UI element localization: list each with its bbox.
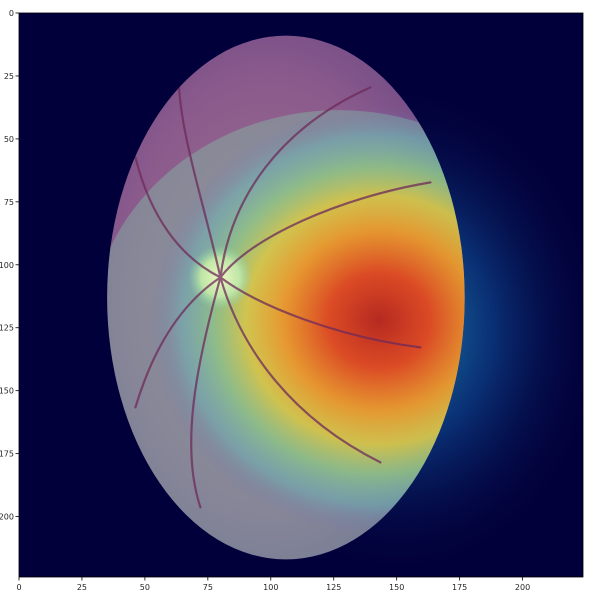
vessel-path [219, 181, 432, 279]
x-tick-label: 0 [16, 583, 21, 592]
y-tick-label: 75 [4, 198, 14, 207]
x-tick-label: 200 [515, 583, 530, 592]
vessel-path [219, 86, 372, 279]
y-tick-label: 150 [0, 387, 14, 396]
vessel-path [190, 276, 222, 509]
x-tick-label: 50 [140, 583, 150, 592]
vessel-path [219, 276, 382, 464]
vessel-path [134, 276, 222, 409]
y-tick-label: 200 [0, 513, 14, 522]
y-tick-label: 175 [0, 450, 14, 459]
y-tick-label: 0 [9, 9, 14, 18]
vessel-path [134, 156, 222, 279]
heatmap-blob [149, 105, 465, 536]
y-tick-label: 25 [4, 72, 14, 81]
y-tick-label: 100 [0, 261, 14, 270]
x-tick-label: 175 [452, 583, 467, 592]
x-tick-label: 150 [389, 583, 404, 592]
y-axis-ticks: 0 25 50 75 100 125 150 175 200 [0, 9, 19, 522]
y-tick-label: 50 [4, 135, 14, 144]
y-tick-label: 125 [0, 324, 14, 333]
x-tick-label: 25 [77, 583, 87, 592]
x-tick-label: 125 [326, 583, 341, 592]
image-area [19, 13, 583, 577]
x-tick-label: 75 [203, 583, 213, 592]
x-axis-ticks: 0 25 50 75 100 125 150 175 200 [16, 577, 530, 592]
vessel-path [219, 276, 422, 349]
axes-frame [18, 12, 584, 578]
x-tick-label: 100 [263, 583, 278, 592]
